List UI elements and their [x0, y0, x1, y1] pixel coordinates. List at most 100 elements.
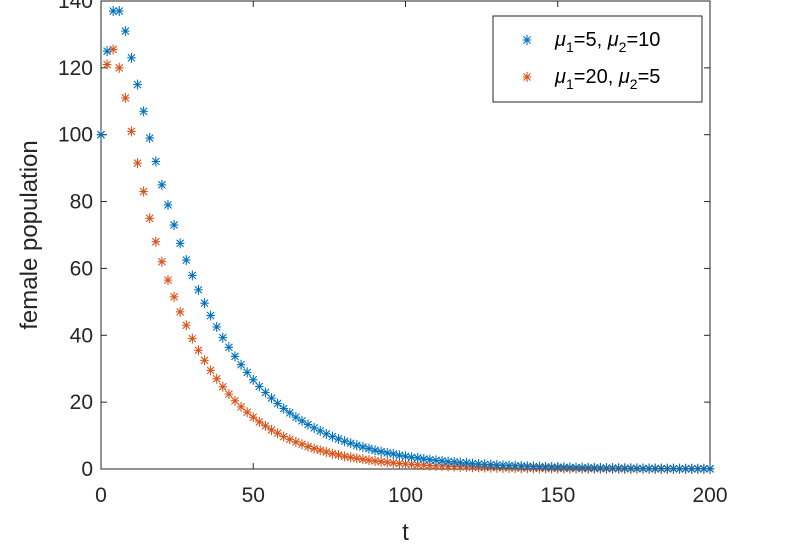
data-point: [389, 457, 398, 468]
legend-entry-1: μ1=5, μ2=10: [522, 29, 660, 55]
data-point: [364, 443, 374, 454]
data-point: [151, 156, 161, 167]
data-point: [358, 454, 368, 465]
data-point: [249, 374, 258, 385]
y-tick-label: 40: [70, 324, 93, 347]
data-point: [590, 462, 599, 473]
data-point: [157, 179, 167, 190]
x-tick-label: 0: [95, 484, 107, 507]
data-point: [182, 320, 191, 331]
data-point: [102, 46, 112, 57]
data-point: [303, 441, 313, 452]
data-point: [163, 199, 173, 210]
data-point: [328, 448, 337, 459]
data-point: [413, 452, 422, 463]
data-point: [340, 436, 349, 447]
data-point: [115, 62, 124, 73]
data-point: [370, 455, 380, 466]
data-point: [346, 438, 355, 449]
data-point: [188, 270, 197, 281]
data-point: [127, 52, 136, 63]
data-point: [188, 333, 197, 344]
data-point: [309, 443, 319, 454]
legend-entry-2: μ1=20, μ2=5: [522, 66, 660, 92]
data-point: [163, 275, 173, 286]
data-point: [218, 332, 228, 343]
y-axis-label: female population: [16, 140, 43, 329]
data-point: [200, 355, 209, 366]
data-point: [583, 462, 593, 473]
y-tick-label: 140: [58, 0, 93, 13]
legend-box: [492, 15, 703, 103]
data-point: [322, 446, 331, 457]
data-point: [498, 460, 508, 471]
data-point: [346, 452, 355, 463]
legend-label-2: μ1=20, μ2=5: [554, 66, 660, 92]
data-point: [352, 453, 362, 464]
data-point: [169, 219, 179, 230]
data-point: [102, 59, 112, 70]
data-point: [194, 284, 203, 295]
data-point: [632, 463, 642, 474]
data-point: [230, 395, 240, 406]
data-point: [169, 291, 179, 302]
data-point: [121, 26, 130, 37]
data-point: [382, 447, 392, 458]
legend-marker-icon: [522, 72, 532, 82]
data-point: [96, 129, 106, 140]
data-point: [285, 407, 295, 418]
data-point: [261, 387, 270, 398]
data-point: [194, 345, 203, 356]
data-point: [255, 381, 264, 392]
y-tick-label: 0: [81, 458, 93, 481]
data-point: [468, 458, 477, 469]
data-point: [401, 451, 410, 462]
data-point: [687, 463, 696, 474]
data-point: [261, 420, 270, 431]
y-tick-label: 100: [58, 124, 93, 147]
data-point: [230, 351, 240, 362]
x-tick-label: 50: [242, 484, 265, 507]
data-point: [669, 463, 678, 474]
data-point: [133, 158, 142, 169]
data-point: [157, 256, 167, 267]
data-point: [212, 373, 221, 384]
data-point: [108, 6, 118, 17]
legend-marker-icon: [522, 35, 532, 45]
data-point: [328, 431, 337, 442]
series-1: [96, 6, 715, 474]
data-point: [133, 79, 142, 90]
data-point: [315, 425, 325, 436]
data-point: [121, 92, 130, 103]
data-point: [437, 455, 447, 466]
data-point: [279, 403, 288, 414]
data-point: [334, 449, 343, 460]
data-point: [705, 463, 715, 474]
data-point: [559, 462, 569, 473]
x-tick-label: 200: [692, 484, 727, 507]
data-point: [267, 393, 276, 404]
data-point: [145, 213, 154, 224]
data-point: [529, 461, 538, 472]
data-point: [145, 133, 154, 144]
data-point: [291, 412, 301, 423]
data-point: [115, 6, 124, 17]
data-point: [182, 255, 191, 266]
data-point: [249, 412, 258, 423]
data-point: [419, 453, 429, 464]
data-point: [693, 463, 703, 474]
x-tick-label: 150: [540, 484, 575, 507]
y-tick-label: 60: [70, 257, 93, 280]
data-point: [236, 359, 246, 370]
legend-asterisk-icon: [522, 35, 532, 45]
legend-asterisk-icon: [522, 72, 532, 82]
data-point: [395, 450, 404, 461]
y-tick-label: 20: [70, 391, 93, 414]
legend: μ1=5, μ2=10 μ1=20, μ2=5: [492, 15, 703, 103]
x-axis-label: t: [402, 519, 409, 546]
data-point: [224, 389, 234, 400]
data-point: [370, 445, 380, 456]
data-point: [255, 416, 264, 427]
data-point: [273, 398, 282, 409]
